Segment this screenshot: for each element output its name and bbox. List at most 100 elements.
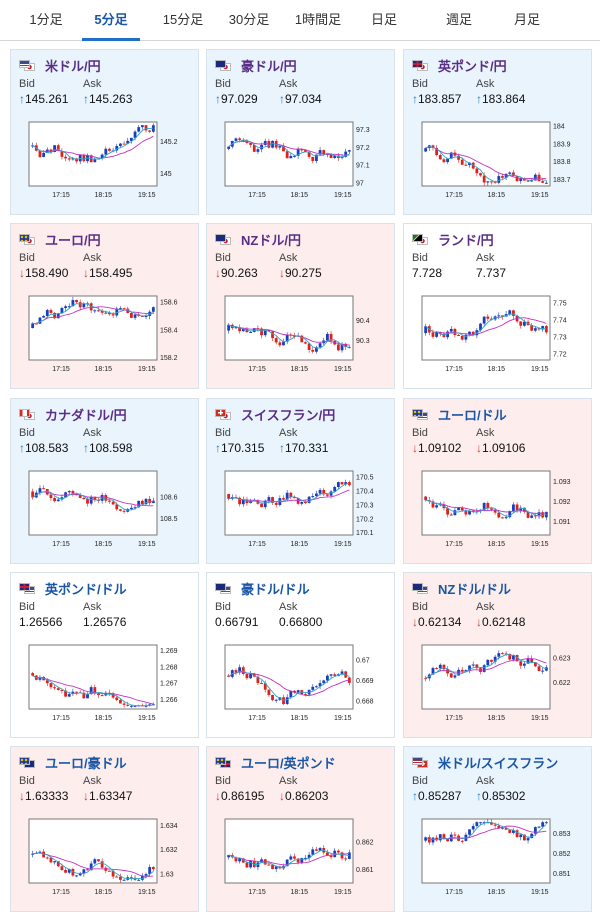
candle-body [307, 854, 311, 858]
currency-pair-name[interactable]: スイスフラン/円 [241, 407, 336, 423]
candle-body [504, 173, 508, 178]
rate-card[interactable]: スイスフラン/円 Bid Ask ↑170.315 ↑170.331 170.5 170.4… [206, 398, 395, 564]
tab-2[interactable]: 15分足 [162, 12, 204, 27]
tab-7[interactable]: 月足 [513, 12, 540, 27]
candle-body [508, 653, 512, 660]
rate-card[interactable]: ユーロ/円 Bid Ask ↓158.490 ↓158.495 158.6 158.4 158… [10, 223, 199, 389]
candle-body [336, 850, 340, 853]
ask-label: Ask [279, 78, 298, 90]
mini-candlestick-chart[interactable]: 108.6 108.5 17:15 18:15 19:15 [19, 465, 191, 557]
x-tick-label: 19:15 [531, 715, 549, 722]
mini-candlestick-chart[interactable]: 90.4 90.3 17:15 18:15 19:15 [215, 290, 387, 382]
candle-body [296, 149, 300, 156]
mini-candlestick-chart[interactable]: 0.862 0.861 17:15 18:15 19:15 [215, 813, 387, 905]
tab-6[interactable]: 週足 [445, 12, 472, 27]
x-tick-label: 18:15 [487, 889, 505, 896]
rate-card[interactable]: 米ドル/スイスフラン Bid Ask ↑0.85287 ↑0.85302 0.853 0.8… [403, 746, 592, 912]
candle-body [140, 500, 144, 505]
currency-pair-name[interactable]: 米ドル/円 [45, 58, 101, 74]
candle-body [475, 664, 479, 669]
currency-pair-name[interactable]: 英ポンド/ドル [45, 581, 127, 597]
candle-body [482, 822, 486, 824]
tab-1[interactable]: 5分足 [76, 0, 146, 41]
candle-body [479, 822, 482, 824]
candle-body [38, 676, 42, 680]
candle-body [285, 492, 289, 500]
currency-pair-name[interactable]: 米ドル/スイスフラン [438, 755, 559, 771]
currency-pair-name[interactable]: ユーロ/英ポンド [241, 755, 336, 771]
currency-pair-name[interactable]: 英ポンド/円 [438, 58, 507, 74]
candle-body [100, 695, 104, 697]
currency-pair-name[interactable]: カナダドル/円 [45, 407, 127, 423]
rate-card[interactable]: NZドル/ドル Bid Ask ↓0.62134 ↓0.62148 0.623 0.622 1… [403, 572, 592, 738]
chart-svg: 184 183.9 183.8 183.7 17:15 18:15 19:15 [421, 121, 571, 199]
candle-body [482, 316, 486, 324]
tab-3[interactable]: 30分足 [228, 12, 270, 27]
currency-pair-name[interactable]: 豪ドル/円 [241, 58, 297, 74]
rate-card[interactable]: 豪ドル/ドル Bid Ask 0.66791 0.66800 0.67 0.669 0.668… [206, 572, 395, 738]
candle-body [435, 668, 439, 670]
currency-pair-name[interactable]: ユーロ/ドル [438, 407, 507, 423]
candle-body [144, 125, 148, 131]
rate-card[interactable]: ユーロ/英ポンド Bid Ask ↓0.86195 ↓0.86203 0.862 0.861… [206, 746, 395, 912]
rate-card[interactable]: 米ドル/円 Bid Ask ↑145.261 ↑145.263 145.2 145 17:15… [10, 49, 199, 215]
bid-label: Bid [19, 427, 35, 439]
candle-body [126, 704, 130, 706]
arrow-down-icon: ↓ [83, 789, 89, 803]
mini-candlestick-chart[interactable]: 184 183.9 183.8 183.7 17:15 18:15 19:15 [412, 116, 584, 208]
candle-body [71, 491, 75, 494]
candle-body [541, 181, 545, 183]
candle-body [304, 694, 307, 696]
y-tick-label: 7.75 [553, 301, 567, 308]
mini-candlestick-chart[interactable]: 1.634 1.632 1.63 17:15 18:15 19:15 [19, 813, 191, 905]
currency-pair-name[interactable]: 豪ドル/ドル [241, 581, 310, 597]
mini-candlestick-chart[interactable]: 158.6 158.4 158.2 17:15 18:15 19:15 [19, 290, 191, 382]
x-tick-label: 17:15 [248, 715, 266, 722]
bid-value: ↓0.86195 [215, 789, 264, 803]
candle-body [137, 879, 141, 881]
mini-candlestick-chart[interactable]: 170.5 170.4 170.3 170.2 170.1 17:15 18:15 19:15 [215, 465, 387, 557]
candle-body [468, 331, 471, 335]
candle-body [526, 658, 530, 664]
rate-card[interactable]: NZドル/円 Bid Ask ↓90.263 ↓90.275 90.4 90.3 17:15 1… [206, 223, 395, 389]
tab-0[interactable]: 1分足 [29, 12, 63, 27]
mini-candlestick-chart[interactable]: 1.269 1.268 1.267 1.266 17:15 18:15 19:15 [19, 639, 191, 731]
moving-average-short [425, 821, 547, 841]
arrow-up-icon: ↑ [19, 92, 25, 106]
candle-body [318, 683, 322, 687]
candle-body [501, 176, 504, 178]
mini-candlestick-chart[interactable]: 97.3 97.2 97.1 97 17:15 18:15 19:15 [215, 116, 387, 208]
y-tick-label: 170.5 [356, 475, 374, 482]
rate-card[interactable]: ユーロ/豪ドル Bid Ask ↓1.63333 ↓1.63347 1.634 1.632 1… [10, 746, 199, 912]
candle-body [56, 313, 60, 319]
moving-average-short [425, 653, 547, 679]
rate-card[interactable]: ユーロ/ドル Bid Ask ↓1.09102 ↓1.09106 1.093 1.092 1.… [403, 398, 592, 564]
rate-card[interactable]: カナダドル/円 Bid Ask ↑108.583 ↑108.598 108.6 108.5 1… [10, 398, 199, 564]
tab-4[interactable]: 1時間足 [294, 12, 342, 27]
mini-candlestick-chart[interactable]: 0.67 0.669 0.668 17:15 18:15 19:15 [215, 639, 387, 731]
currency-pair-name[interactable]: ユーロ/円 [45, 232, 101, 248]
currency-pair-name[interactable]: NZドル/ドル [438, 581, 511, 597]
mini-candlestick-chart[interactable]: 0.623 0.622 17:15 18:15 19:15 [412, 639, 584, 731]
candle-body [530, 325, 534, 331]
rate-card[interactable]: 英ポンド/円 Bid Ask ↑183.857 ↑183.864 184 183.9 183.… [403, 49, 592, 215]
mini-candlestick-chart[interactable]: 0.853 0.852 0.851 17:15 18:15 19:15 [412, 813, 584, 905]
ask-price: 1.26576 [83, 615, 127, 629]
mini-candlestick-chart[interactable]: 1.093 1.092 1.091 17:15 18:15 19:15 [412, 465, 584, 557]
mini-candlestick-chart[interactable]: 145.2 145 17:15 18:15 19:15 [19, 116, 191, 208]
currency-pair-name[interactable]: ランド/円 [438, 232, 494, 248]
rate-card[interactable]: 英ポンド/ドル Bid Ask 1.26566 1.26576 1.269 1.268 1.2… [10, 572, 199, 738]
candle-body [263, 683, 267, 690]
rate-card[interactable]: ランド/円 Bid Ask 7.728 7.737 7.75 7.74 7.73 7.72 17:… [403, 223, 592, 389]
mini-candlestick-chart[interactable]: 7.75 7.74 7.73 7.72 17:15 18:15 19:15 [412, 290, 584, 382]
y-tick-label: 0.668 [356, 699, 374, 706]
plot-area [421, 470, 551, 536]
tab-5[interactable]: 日足 [370, 12, 397, 27]
currency-pair-name[interactable]: NZドル/円 [241, 232, 301, 248]
candle-body [468, 665, 471, 671]
candle-body [133, 507, 137, 509]
rate-card[interactable]: 豪ドル/円 Bid Ask ↑97.029 ↑97.034 97.3 97.2 97.1 97 1… [206, 49, 395, 215]
candle-body [315, 849, 318, 851]
currency-pair-name[interactable]: ユーロ/豪ドル [45, 755, 127, 771]
candle-body [530, 180, 534, 182]
